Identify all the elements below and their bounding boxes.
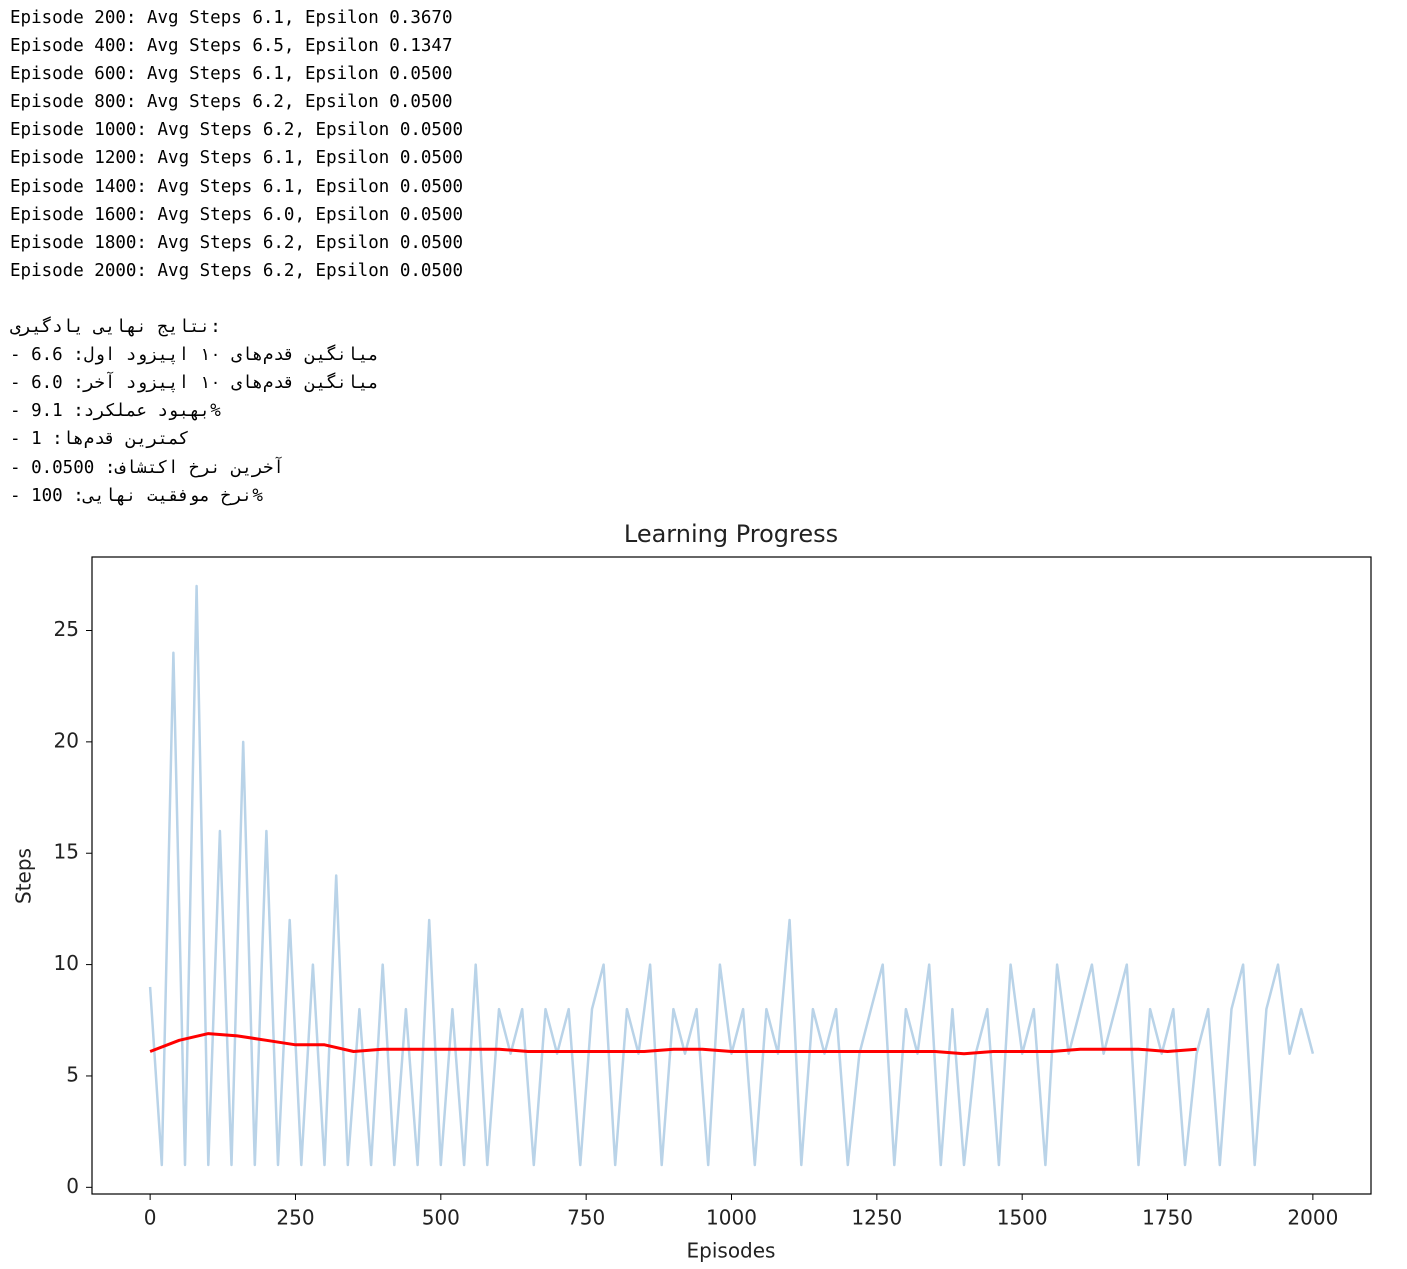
y-tick-label: 0 [66,1174,79,1198]
x-tick-label: 1250 [851,1206,902,1230]
x-tick-label: 250 [276,1206,314,1230]
y-tick-label: 20 [54,728,79,752]
y-tick-label: 5 [66,1062,79,1086]
x-tick-label: 1750 [1142,1206,1193,1230]
summary-line: - بهبود عملکرد: 9.1% [10,401,221,422]
output-log: Episode 200: Avg Steps 6.1, Epsilon 0.36… [10,4,463,510]
log-line: Episode 600: Avg Steps 6.1, Epsilon 0.05… [10,64,453,85]
summary-line: - نرخ موفقیت نهایی: 100% [10,485,263,506]
log-line: Episode 2000: Avg Steps 6.2, Epsilon 0.0… [10,260,464,281]
log-line: Episode 1600: Avg Steps 6.0, Epsilon 0.0… [10,204,464,225]
x-tick-label: 2000 [1287,1206,1338,1230]
series-line [149,1032,1197,1056]
log-line: Episode 1400: Avg Steps 6.1, Epsilon 0.0… [10,176,464,197]
log-line: Episode 800: Avg Steps 6.2, Epsilon 0.05… [10,92,453,113]
y-tick-label: 10 [54,951,79,975]
summary-line: - میانگین قدم‌های ۱۰ اپیزود آخر: 6.0 [10,373,379,394]
series-line [148,584,1315,1167]
log-line: Episode 1200: Avg Steps 6.1, Epsilon 0.0… [10,148,464,169]
summary-line: - آخرین نرخ اکتشاف: 0.0500 [10,457,284,478]
log-line: Episode 1800: Avg Steps 6.2, Epsilon 0.0… [10,232,464,253]
log-line: Episode 400: Avg Steps 6.5, Epsilon 0.13… [10,36,453,57]
x-tick-label: 1500 [997,1206,1048,1230]
log-line: Episode 1000: Avg Steps 6.2, Epsilon 0.0… [10,120,464,141]
log-line: Episode 200: Avg Steps 6.1, Epsilon 0.36… [10,8,453,28]
y-axis-label: Steps [12,848,36,904]
summary-line: - کمترین قدم‌ها: 1 [10,429,190,450]
x-tick-label: 500 [422,1206,460,1230]
chart-title: Learning Progress [624,520,838,548]
x-tick-label: 1000 [706,1206,757,1230]
y-tick-label: 15 [54,840,79,864]
summary-title: نتایج نهایی یادگیری: [10,317,221,338]
summary-line: - میانگین قدم‌های ۱۰ اپیزود اول: 6.6 [10,345,379,366]
x-tick-label: 0 [144,1206,157,1230]
x-tick-label: 750 [567,1206,605,1230]
y-tick-label: 25 [54,617,79,641]
x-axis-label: Episodes [687,1239,776,1263]
